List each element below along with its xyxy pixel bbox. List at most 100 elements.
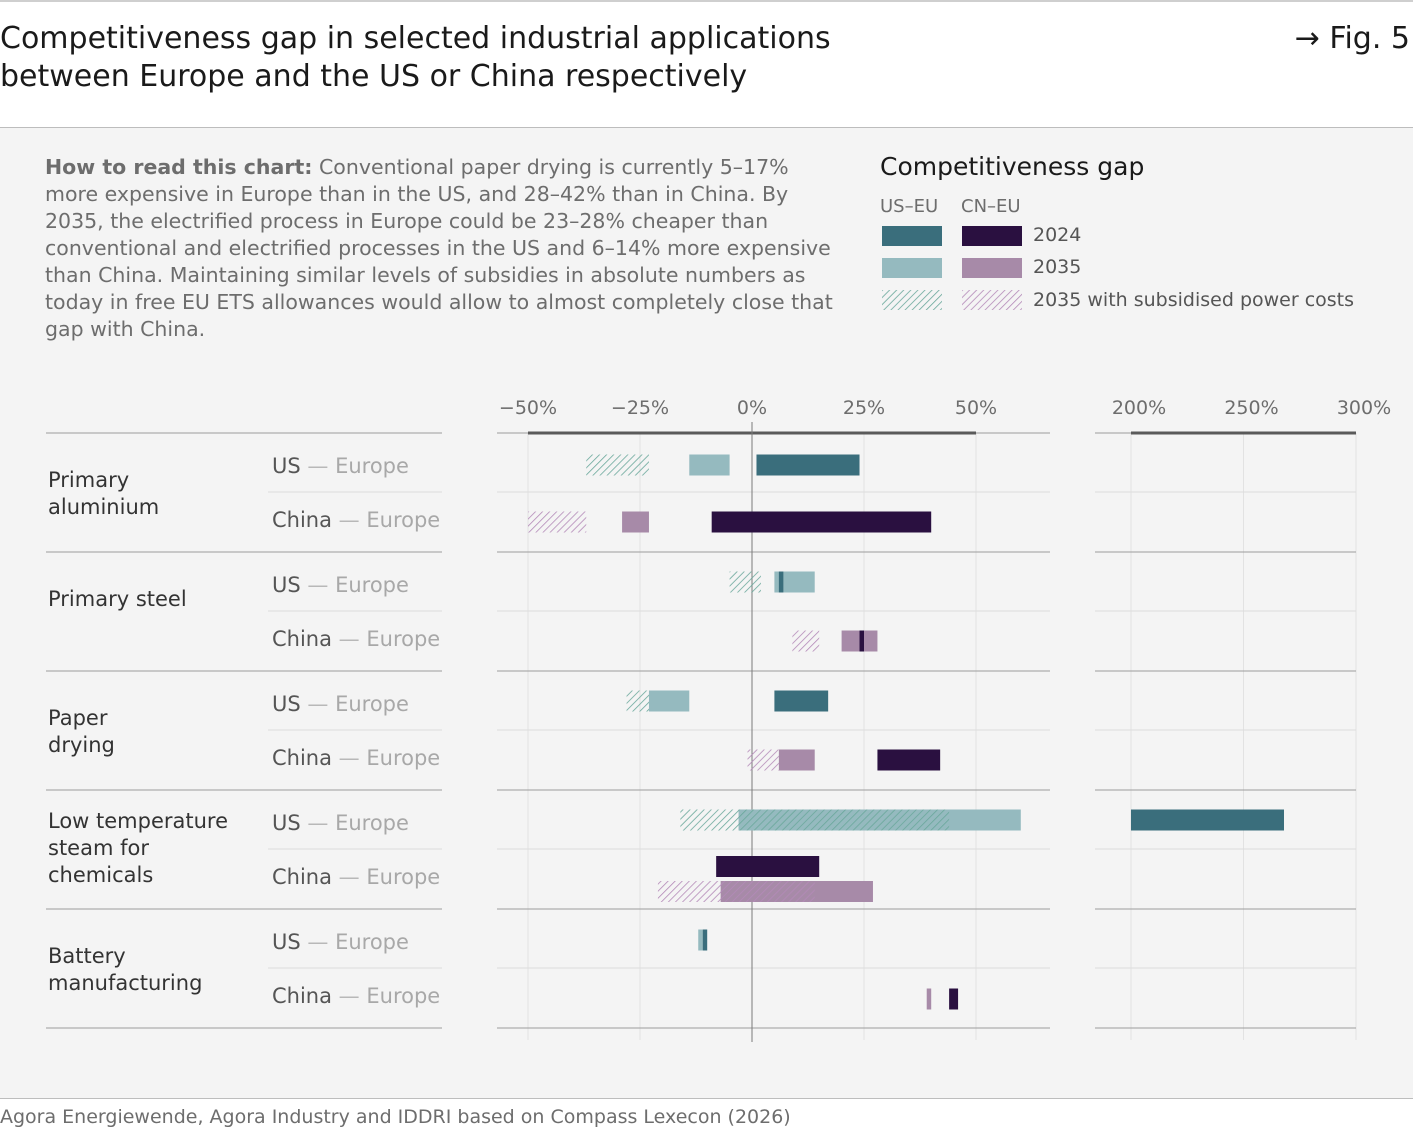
pair-label-steel-china: China — Europe bbox=[272, 627, 440, 651]
legend-swatch-cn-sub bbox=[962, 290, 1022, 310]
pair-country: US bbox=[272, 811, 301, 835]
pair-separator: — bbox=[300, 692, 336, 716]
how-to-read-note: How to read this chart: Conventional pap… bbox=[45, 154, 835, 343]
pair-label-battery-us: US — Europe bbox=[272, 930, 409, 954]
pair-europe: Europe bbox=[366, 865, 441, 889]
pair-country: China bbox=[272, 508, 332, 532]
pair-label-aluminium-us: US — Europe bbox=[272, 454, 409, 478]
bar-cn-2035-subsidised bbox=[657, 881, 815, 902]
legend-column-us-eu: US–EU bbox=[880, 196, 939, 217]
legend-swatch-cn-2024 bbox=[962, 226, 1022, 246]
pair-label-paper-us: US — Europe bbox=[272, 692, 409, 716]
legend-label-2024: 2024 bbox=[1033, 224, 1082, 246]
legend-label-2035-subsidised: 2035 with subsidised power costs bbox=[1033, 289, 1355, 311]
pair-country: China bbox=[272, 627, 332, 651]
pair-europe: Europe bbox=[335, 811, 409, 835]
pair-country: US bbox=[272, 454, 301, 478]
bar-cn-2035 bbox=[926, 988, 932, 1010]
pair-country: China bbox=[272, 746, 332, 770]
group-label-battery-manufacturing: Battery manufacturing bbox=[48, 943, 218, 997]
chart-title: Competitiveness gap in selected industri… bbox=[0, 20, 900, 96]
pair-label-steam-us: US — Europe bbox=[272, 811, 409, 835]
bar-cn-2024 bbox=[859, 630, 864, 652]
bar-cn-2035 bbox=[622, 511, 649, 533]
pair-country: China bbox=[272, 984, 332, 1008]
pair-europe: Europe bbox=[366, 746, 441, 770]
bar-cn-2035-subsidised bbox=[747, 749, 779, 771]
group-label-paper-drying: Paper drying bbox=[48, 705, 158, 759]
group-label-primary-aluminium: Primary aluminium bbox=[48, 467, 198, 521]
bar-cn-2035-subsidised bbox=[528, 511, 587, 533]
pair-separator: — bbox=[300, 930, 336, 954]
pair-europe: Europe bbox=[335, 454, 409, 478]
legend-swatch-us-2035 bbox=[882, 258, 942, 278]
bar-cn-2024 bbox=[711, 511, 932, 533]
legend-swatch-us-2024 bbox=[882, 226, 942, 246]
legend-swatch-us-sub bbox=[882, 290, 942, 310]
pair-separator: — bbox=[332, 865, 367, 889]
x-tick-label: 50% bbox=[955, 397, 997, 419]
x-tick-label: −50% bbox=[499, 397, 557, 419]
bar-us-2035 bbox=[689, 454, 730, 476]
pair-country: US bbox=[272, 930, 301, 954]
bar-us-2035-subsidised bbox=[680, 809, 950, 831]
pair-label-aluminium-china: China — Europe bbox=[272, 508, 440, 532]
legend-swatch-cn-2035 bbox=[962, 258, 1022, 278]
bar-cn-2035-subsidised bbox=[792, 630, 820, 652]
pair-separator: — bbox=[332, 984, 367, 1008]
pair-europe: Europe bbox=[335, 692, 409, 716]
x-tick-label: 25% bbox=[843, 397, 885, 419]
source-note: Agora Energiewende, Agora Industry and I… bbox=[0, 1106, 791, 1128]
pair-europe: Europe bbox=[366, 984, 441, 1008]
pair-label-steam-china: China — Europe bbox=[272, 865, 440, 889]
top-rule bbox=[0, 0, 1413, 2]
group-label-primary-steel: Primary steel bbox=[48, 586, 198, 613]
bar-us-2024 bbox=[756, 454, 860, 476]
x-tick-label: 300% bbox=[1337, 397, 1391, 419]
bar-cn-2024 bbox=[949, 988, 959, 1010]
pair-label-battery-china: China — Europe bbox=[272, 984, 440, 1008]
figure-reference: → Fig. 5 bbox=[1294, 21, 1410, 56]
how-to-read-label: How to read this chart: bbox=[45, 155, 313, 179]
pair-europe: Europe bbox=[366, 627, 441, 651]
pair-country: US bbox=[272, 573, 301, 597]
pair-separator: — bbox=[332, 508, 367, 532]
pair-country: China bbox=[272, 865, 332, 889]
x-tick-label: −25% bbox=[611, 397, 669, 419]
bar-cn-2024 bbox=[877, 749, 941, 771]
pair-separator: — bbox=[332, 746, 367, 770]
pair-label-paper-china: China — Europe bbox=[272, 746, 440, 770]
bar-us-2024 bbox=[778, 571, 784, 593]
group-label-text: Battery manufacturing bbox=[48, 944, 203, 995]
legend-label-2035: 2035 bbox=[1033, 256, 1082, 278]
pair-country: US bbox=[272, 692, 301, 716]
legend-column-cn-eu: CN–EU bbox=[961, 196, 1021, 217]
bar-us-2035-subsidised bbox=[586, 454, 649, 476]
group-label-text: Low temperature steam for chemicals bbox=[48, 809, 229, 887]
group-label-text: Primary aluminium bbox=[48, 468, 160, 519]
title-line-1: Competitiveness gap in selected industri… bbox=[0, 21, 831, 56]
x-tick-label: 200% bbox=[1112, 397, 1166, 419]
pair-separator: — bbox=[332, 627, 367, 651]
group-label-text: Primary steel bbox=[48, 587, 187, 611]
how-to-read-text: Conventional paper drying is currently 5… bbox=[45, 155, 833, 341]
legend-title: Competitiveness gap bbox=[880, 152, 1145, 181]
x-tick-label: 0% bbox=[737, 397, 767, 419]
x-tick-label: 250% bbox=[1224, 397, 1278, 419]
pair-separator: — bbox=[300, 573, 336, 597]
pair-europe: Europe bbox=[335, 930, 409, 954]
bar-cn-2035 bbox=[778, 749, 815, 771]
pair-separator: — bbox=[300, 811, 336, 835]
bar-us-2035 bbox=[774, 571, 815, 593]
bar-cn-2024 bbox=[716, 856, 820, 877]
pair-europe: Europe bbox=[335, 573, 409, 597]
title-line-2: between Europe and the US or China respe… bbox=[0, 59, 748, 94]
group-label-text: Paper drying bbox=[48, 706, 115, 757]
bar-us-2035 bbox=[698, 929, 703, 951]
pair-europe: Europe bbox=[366, 508, 441, 532]
bar-us-2024 bbox=[774, 690, 829, 712]
bar-us-2035 bbox=[648, 690, 690, 712]
group-label-low-temperature-steam: Low temperature steam for chemicals bbox=[48, 808, 238, 889]
pair-separator: — bbox=[300, 454, 336, 478]
